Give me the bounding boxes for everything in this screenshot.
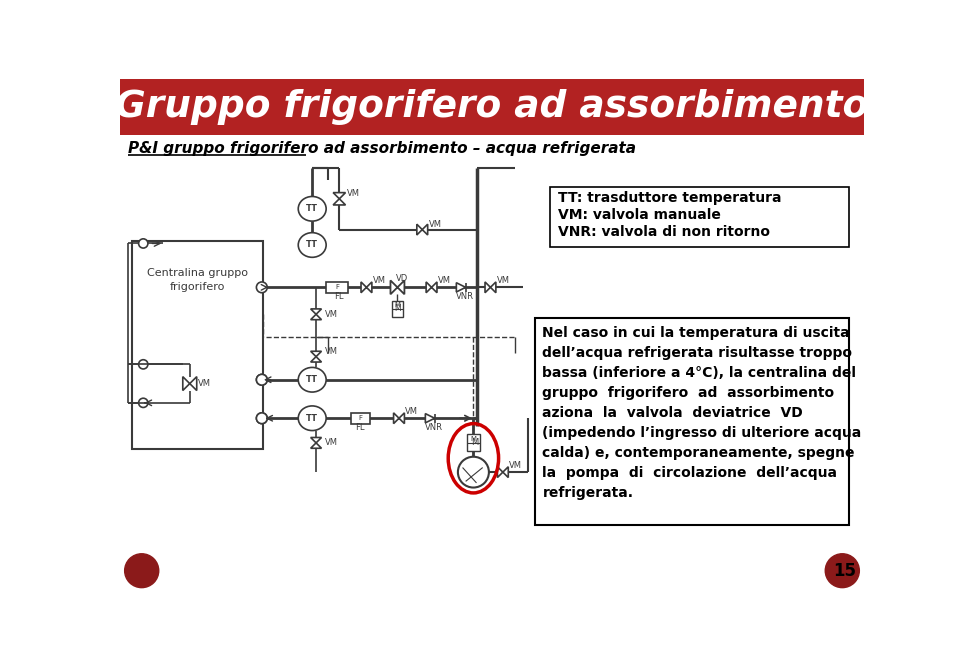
Bar [535,318,849,524]
Text: VM: VM [496,276,510,285]
Polygon shape [333,193,346,199]
Text: VM: VM [324,438,338,448]
Text: TT: TT [306,240,318,250]
Polygon shape [399,413,404,424]
Text: VM: VM [509,461,522,470]
Polygon shape [361,282,367,293]
Polygon shape [394,413,399,424]
Polygon shape [426,282,432,293]
Polygon shape [311,309,322,314]
Text: M: M [471,438,479,448]
Circle shape [125,553,158,588]
Text: F: F [358,415,362,421]
Polygon shape [367,282,372,293]
Text: Gruppo frigorifero ad assorbimento: Gruppo frigorifero ad assorbimento [115,89,869,125]
Ellipse shape [299,197,326,221]
Circle shape [256,282,267,293]
Text: M: M [395,302,400,308]
Text: VD: VD [396,273,408,283]
Polygon shape [311,443,322,448]
Polygon shape [497,467,503,477]
Text: Centralina gruppo
frigorifero: Centralina gruppo frigorifero [147,267,248,292]
Text: VM: VM [372,276,386,285]
Text: P&I gruppo frigorifero ad assorbimento – acqua refrigerata: P&I gruppo frigorifero ad assorbimento –… [128,141,636,156]
Polygon shape [425,414,435,423]
Text: VNR: VNR [456,292,473,301]
Text: Nel caso in cui la temperatura di uscita
dell’acqua refrigerata risultasse tropp: Nel caso in cui la temperatura di uscita… [542,326,862,500]
Polygon shape [456,283,466,292]
Polygon shape [311,314,322,320]
Ellipse shape [299,367,326,392]
Text: VM: VM [438,276,451,285]
Polygon shape [311,357,322,362]
Text: TT: trasduttore temperatura: TT: trasduttore temperatura [558,191,781,205]
Polygon shape [432,282,437,293]
Circle shape [138,399,148,407]
Circle shape [138,359,148,369]
Text: FL: FL [355,423,365,432]
Bar [120,79,864,135]
Polygon shape [311,352,322,357]
Bar [392,301,403,316]
Bar [132,241,263,449]
Circle shape [826,553,859,588]
Circle shape [256,374,267,385]
Polygon shape [422,224,427,235]
Text: FL: FL [334,292,344,301]
Text: 15: 15 [833,562,856,580]
Text: VM: valvola manuale: VM: valvola manuale [558,208,721,222]
Text: VM: VM [428,220,442,228]
Circle shape [256,413,267,424]
Circle shape [256,374,267,385]
Polygon shape [333,199,346,205]
Ellipse shape [299,406,326,430]
Text: VM: VM [324,310,338,319]
Polygon shape [491,282,496,293]
Text: VNR: valvola di non ritorno: VNR: valvola di non ritorno [558,225,770,239]
Circle shape [138,239,148,248]
Text: TT: TT [306,375,318,384]
Polygon shape [182,377,190,391]
Bar [468,434,480,451]
Polygon shape [397,281,404,295]
Polygon shape [485,282,491,293]
Text: VNR: VNR [425,423,444,432]
Text: TT: TT [306,414,318,423]
Text: TT: TT [306,205,318,213]
Text: VM: VM [199,379,211,388]
Text: M: M [395,305,400,313]
Bar [550,187,849,248]
Circle shape [256,413,267,424]
Text: F: F [335,285,339,291]
Circle shape [458,457,489,487]
Bar [326,282,348,293]
Ellipse shape [299,232,326,258]
Text: VM: VM [405,407,419,416]
Polygon shape [190,377,197,391]
Text: VM: VM [348,189,360,198]
Polygon shape [311,438,322,443]
Polygon shape [391,281,397,295]
Bar [351,413,370,424]
Polygon shape [503,467,508,477]
Text: VM: VM [324,347,338,355]
Polygon shape [417,224,422,235]
Text: M: M [470,436,476,442]
